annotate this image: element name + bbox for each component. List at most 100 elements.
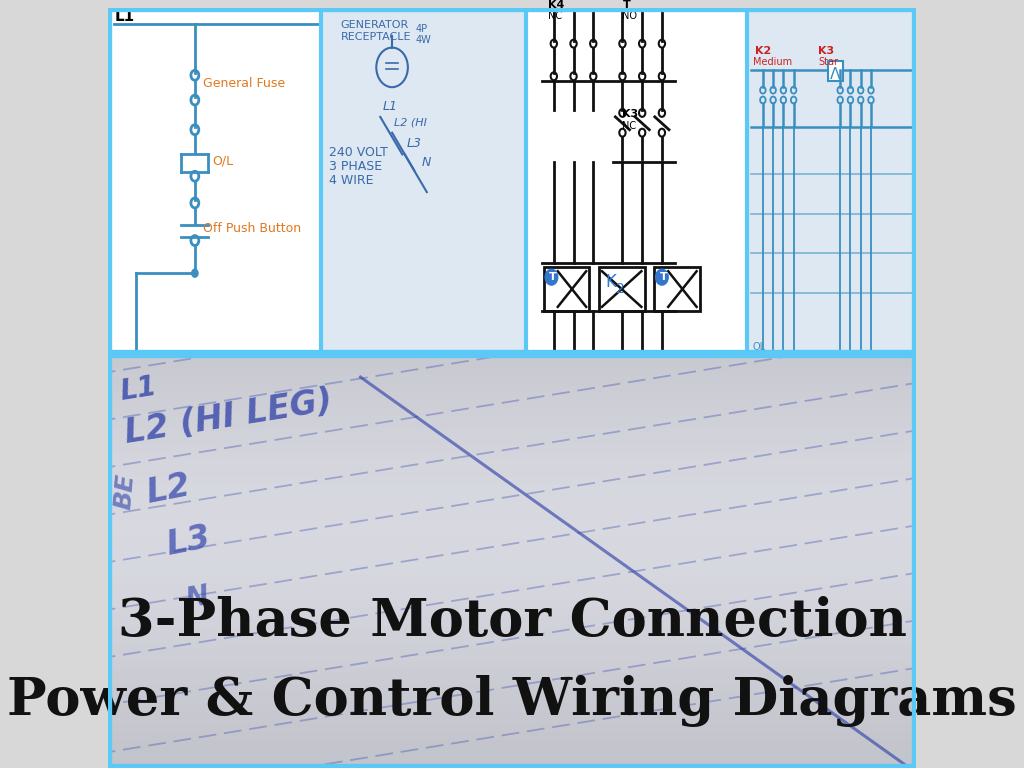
Bar [109,528,915,531]
Bar [109,687,915,689]
Bar [109,624,915,625]
Bar [109,414,915,415]
Bar [109,545,915,546]
Bar [109,418,915,419]
Bar [109,368,915,370]
Text: L3: L3 [163,521,213,562]
Bar [827,61,844,81]
Bar [109,392,915,394]
Bar [109,360,915,362]
Bar [109,582,915,584]
Text: O/L: O/L [212,154,233,167]
Bar [109,634,915,635]
Bar [109,394,915,396]
Bar [109,713,915,714]
Bar [109,497,915,499]
Bar [109,667,915,669]
Text: L2 (HI: L2 (HI [393,118,427,127]
Bar [109,473,915,475]
Bar [109,740,915,742]
Bar [654,267,699,311]
Bar [109,503,915,505]
Bar [109,438,915,439]
Bar [109,685,915,687]
Bar [109,554,915,556]
Bar [109,376,915,378]
Text: 2: 2 [616,282,625,296]
Bar [109,705,915,707]
Bar [109,477,915,479]
Bar [109,762,915,764]
Bar [109,707,915,709]
Bar [109,419,915,422]
Bar [109,501,915,503]
Bar [109,372,915,374]
Bar [109,354,915,356]
Bar [109,556,915,558]
Bar [109,518,915,521]
Bar [109,574,915,576]
Bar [109,651,915,654]
Text: L1: L1 [115,9,134,24]
Bar [109,627,915,630]
Bar [109,610,915,611]
Bar [109,614,915,616]
Bar [109,536,915,538]
Bar [109,366,915,368]
Text: T: T [659,272,668,282]
Bar [109,459,915,462]
Text: GENERATOR: GENERATOR [341,20,409,30]
Bar [109,683,915,685]
Bar [109,415,915,418]
Bar [109,513,915,515]
Text: NO: NO [623,11,638,21]
Bar [109,760,915,762]
Bar [109,467,915,469]
Bar [109,576,915,578]
Bar [109,546,915,548]
Bar [109,728,915,730]
Bar [109,508,915,511]
Bar [109,396,915,398]
Text: 3-Phase Motor Connection: 3-Phase Motor Connection [118,596,906,647]
Bar [109,495,915,497]
Text: General Fuse: General Fuse [203,77,285,90]
Text: 240 VOLT: 240 VOLT [329,147,388,160]
Bar [109,469,915,471]
Bar [109,425,915,428]
Bar [109,485,915,487]
Bar [109,654,915,655]
Bar [109,479,915,481]
Bar [109,354,915,768]
Bar [109,766,915,768]
Bar [109,600,915,602]
Bar [109,439,915,442]
Bar [109,449,915,452]
Bar [109,532,915,535]
Bar [109,703,915,705]
Bar [526,8,748,354]
Bar [109,630,915,631]
Bar [109,429,915,432]
Bar [109,584,915,586]
Bar [109,637,915,639]
Text: L2 (HI LEG): L2 (HI LEG) [122,385,335,450]
Bar [109,408,915,410]
Text: 4W: 4W [416,35,431,45]
Bar [109,402,915,404]
Bar [109,382,915,384]
Bar [109,611,915,614]
Bar [109,493,915,495]
Bar [109,690,915,693]
Bar [109,386,915,388]
Text: L2: L2 [143,469,194,510]
Bar [109,727,915,728]
Bar [109,655,915,657]
Text: K3: K3 [818,45,835,55]
Bar [109,710,915,713]
Bar [109,457,915,459]
Bar [109,531,915,532]
Text: 4 WIRE: 4 WIRE [329,174,374,187]
Bar [109,697,915,699]
Bar [109,452,915,453]
